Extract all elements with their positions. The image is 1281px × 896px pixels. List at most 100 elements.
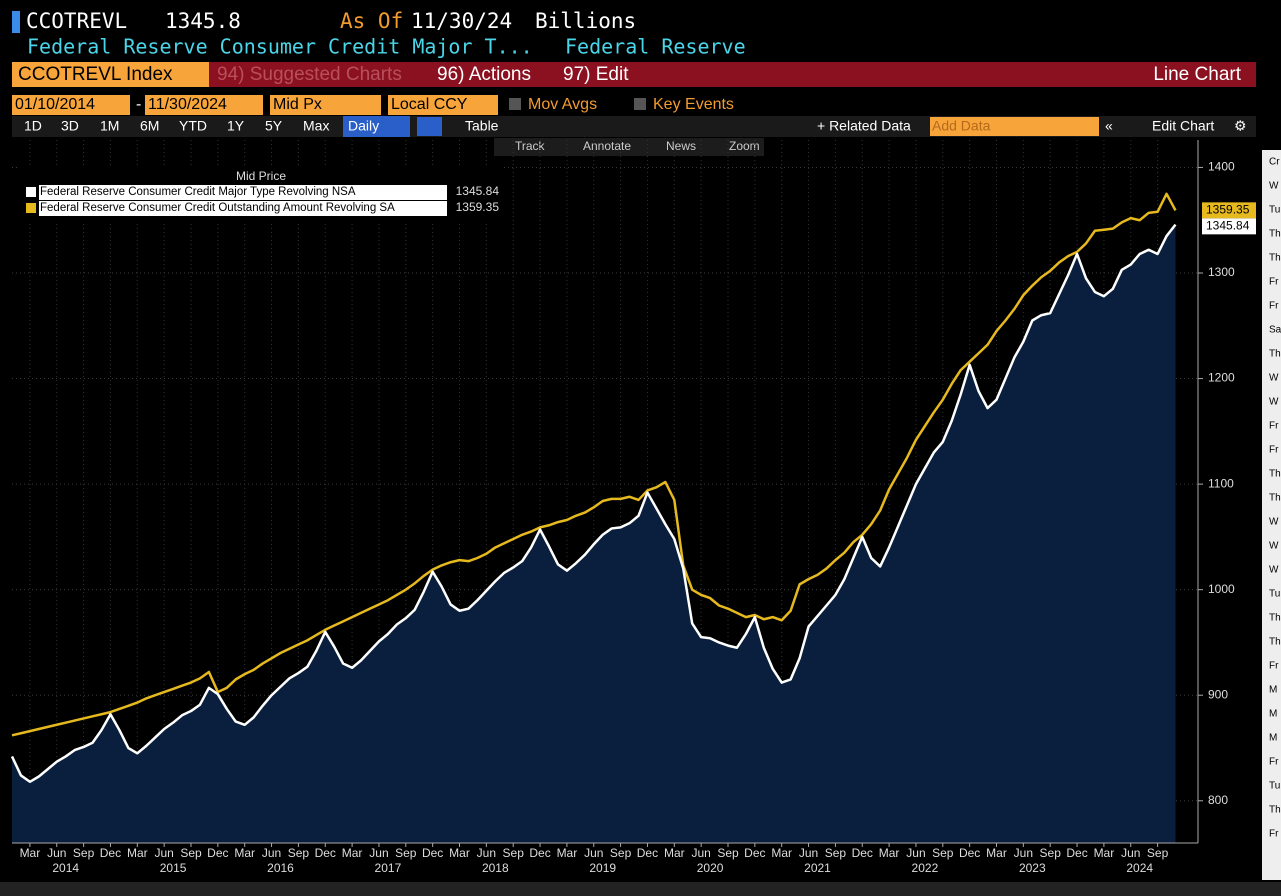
x-tick-label: Jun	[691, 846, 710, 860]
year-label: 2014	[52, 861, 79, 875]
y-tick-label: 1300	[1208, 265, 1235, 279]
x-tick-label: Jun	[906, 846, 925, 860]
x-tick-label: Dec	[852, 846, 873, 860]
side-item: W	[1269, 373, 1279, 384]
tool-button[interactable]: News	[666, 139, 696, 153]
tool-button[interactable]: Track	[515, 139, 546, 153]
field-select[interactable]	[270, 95, 381, 115]
x-tick-label: Dec	[207, 846, 228, 860]
last-value-tag	[1202, 202, 1256, 219]
side-item: Fr	[1269, 661, 1279, 672]
y-tick-label: 1000	[1208, 582, 1235, 596]
x-tick-label: Dec	[744, 846, 765, 860]
period-button[interactable]: Max	[303, 118, 329, 134]
side-item: Th	[1269, 253, 1281, 264]
chart-icon-button[interactable]	[417, 117, 442, 136]
x-tick-label: Sep	[610, 846, 632, 860]
end-date-field[interactable]	[145, 95, 263, 115]
side-item: Cr	[1269, 157, 1280, 168]
x-tick-label: Sep	[1040, 846, 1062, 860]
key-events-checkbox[interactable]	[634, 98, 646, 110]
year-label: 2021	[804, 861, 831, 875]
side-item: Th	[1269, 229, 1281, 240]
add-data[interactable]: Add Data	[932, 118, 991, 134]
start-date-field[interactable]	[12, 95, 130, 115]
ticker: CCOTREVL	[26, 9, 127, 33]
x-tick-label: Mar	[879, 846, 900, 860]
x-tick-label: Jun	[1121, 846, 1140, 860]
period-button[interactable]: 1Y	[227, 118, 245, 134]
settings-button[interactable]: ⚙	[1234, 118, 1247, 134]
side-item: Th	[1269, 637, 1281, 648]
as-of-label: As Of	[340, 9, 403, 33]
legend-value: 1345.84	[456, 184, 500, 198]
key-events[interactable]: Key Events	[653, 96, 734, 113]
legend-label-bg	[39, 185, 447, 200]
status-bar	[0, 882, 1281, 896]
mov-avgs-checkbox[interactable]	[509, 98, 521, 110]
currency-select[interactable]	[388, 95, 498, 115]
series-line	[11, 192, 1177, 737]
collapse-button[interactable]: «	[1105, 118, 1113, 134]
field-value[interactable]: Mid Px	[273, 96, 322, 113]
year-label: 2024	[1126, 861, 1153, 875]
x-tick-label: Mar	[986, 846, 1007, 860]
year-label: 2023	[1019, 861, 1046, 875]
frequency[interactable]: Daily	[348, 118, 379, 134]
security-input[interactable]: CCOTREVL Index	[18, 64, 173, 85]
side-item: Th	[1269, 469, 1281, 480]
side-item: M	[1269, 709, 1277, 720]
date-dash: -	[136, 96, 141, 113]
tool-button[interactable]: Zoom	[729, 139, 760, 153]
price: 1345.8	[165, 9, 241, 33]
x-tick-label: Mar	[127, 846, 148, 860]
frequency-button[interactable]	[343, 116, 410, 137]
period-button[interactable]: 5Y	[265, 118, 283, 134]
header-marker	[12, 11, 20, 33]
side-item: Th	[1269, 493, 1281, 504]
series-line	[10, 223, 1177, 784]
x-tick-label: Sep	[395, 846, 417, 860]
edit-menu[interactable]: 97) Edit	[563, 64, 629, 85]
side-item: Fr	[1269, 445, 1279, 456]
x-tick-label: Sep	[503, 846, 525, 860]
side-item: Fr	[1269, 421, 1279, 432]
x-tick-label: Dec	[959, 846, 980, 860]
legend-swatch	[26, 187, 36, 197]
period-button[interactable]: YTD	[179, 118, 207, 134]
currency-value[interactable]: Local CCY	[391, 96, 468, 113]
year-label: 2019	[589, 861, 616, 875]
side-item: W	[1269, 565, 1279, 576]
end-date[interactable]: 11/30/2024	[148, 96, 227, 113]
add-data-field[interactable]	[930, 117, 1099, 136]
x-tick-label: Jun	[584, 846, 603, 860]
x-tick-label: Sep	[180, 846, 202, 860]
x-tick-label: Sep	[288, 846, 310, 860]
side-item: W	[1269, 541, 1279, 552]
side-item: Fr	[1269, 301, 1279, 312]
table-button[interactable]: Table	[465, 118, 499, 134]
period-button[interactable]: 1M	[100, 118, 119, 134]
source: Federal Reserve	[565, 35, 746, 59]
period-button[interactable]: 6M	[140, 118, 159, 134]
related-data[interactable]: + Related Data	[817, 118, 911, 134]
x-tick-label: Sep	[73, 846, 95, 860]
mov-avgs[interactable]: Mov Avgs	[528, 96, 597, 113]
start-date[interactable]: 01/10/2014	[15, 96, 95, 113]
x-tick-label: Dec	[637, 846, 658, 860]
x-tick-label: Sep	[717, 846, 739, 860]
y-tick-label: 1400	[1208, 160, 1235, 174]
x-tick-label: Mar	[234, 846, 255, 860]
edit-chart[interactable]: Edit Chart	[1152, 118, 1214, 134]
tool-button[interactable]: Annotate	[583, 139, 631, 153]
actions-menu[interactable]: 96) Actions	[437, 64, 531, 85]
side-item: Sa	[1269, 325, 1281, 336]
security-field[interactable]	[12, 62, 209, 87]
period-button[interactable]: 1D	[24, 118, 42, 134]
legend-value: 1359.35	[456, 200, 500, 214]
side-item: Th	[1269, 805, 1281, 816]
suggested-charts[interactable]: 94) Suggested Charts	[217, 64, 402, 85]
side-item: W	[1269, 397, 1279, 408]
period-button[interactable]: 3D	[61, 118, 79, 134]
